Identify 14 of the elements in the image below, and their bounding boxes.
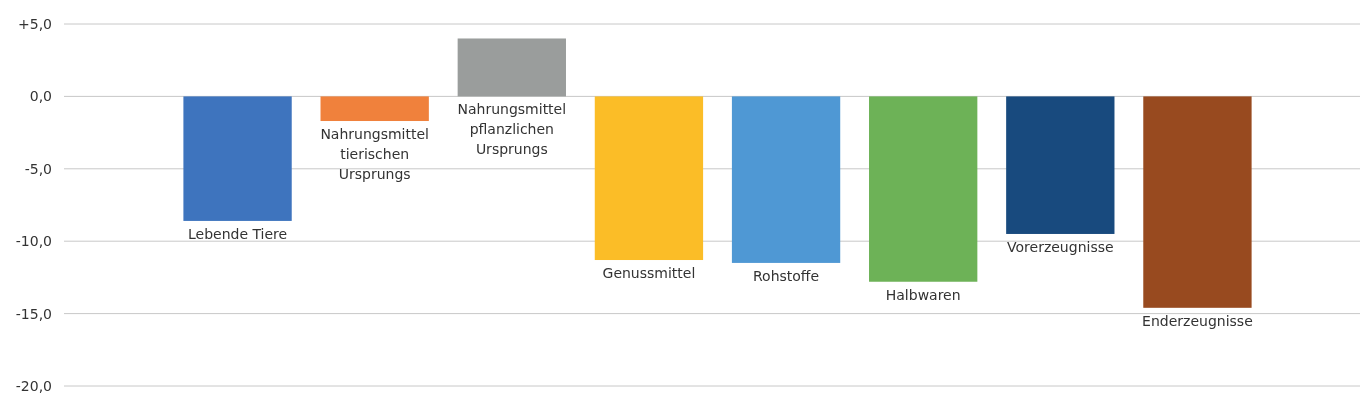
x-tick-label: Halbwaren xyxy=(885,286,961,303)
x-tick-label: Vorerzeugnisse xyxy=(1007,238,1114,255)
y-tick-label: -15,0 xyxy=(15,305,52,322)
x-tick-label: Nahrungsmittel pflanzlichen Ursprungs xyxy=(457,101,567,158)
x-tick-label: Lebende Tiere xyxy=(187,225,288,242)
y-tick-label: +5,0 xyxy=(18,15,52,32)
x-tick-label: Nahrungsmittel tierischen Ursprungs xyxy=(320,126,429,183)
y-tick-label: 0,0 xyxy=(29,88,52,105)
x-tick-label: Rohstoffe xyxy=(752,267,820,284)
x-tick-label: Enderzeugnisse xyxy=(1142,312,1253,329)
y-tick-label: -20,0 xyxy=(15,377,52,394)
x-tick-label: Genussmittel xyxy=(602,265,696,282)
y-tick-label: -10,0 xyxy=(15,233,52,250)
y-tick-label: -5,0 xyxy=(24,160,52,177)
